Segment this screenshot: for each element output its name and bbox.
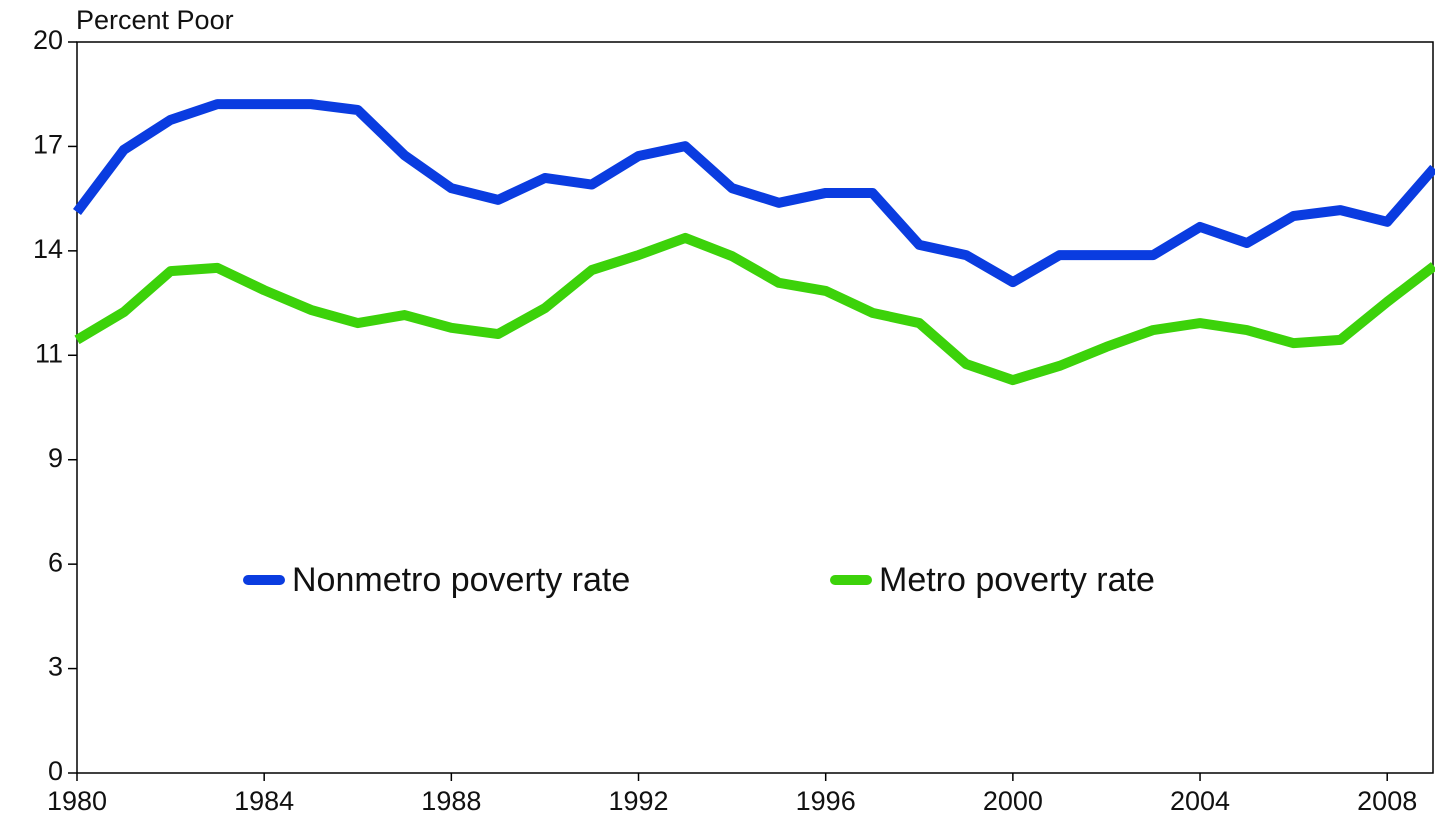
- x-tick-label: 1996: [796, 786, 856, 816]
- y-tick-label: 9: [48, 443, 63, 473]
- y-tick-label: 14: [33, 234, 63, 264]
- plot-frame: [76, 41, 1434, 774]
- y-tick-label: 0: [48, 756, 63, 786]
- series-line: [73, 99, 1435, 288]
- y-tick-label: 20: [33, 25, 63, 55]
- y-tick-label: 6: [48, 547, 63, 577]
- y-tick-label: 11: [35, 338, 63, 368]
- x-tick-label: 2000: [983, 786, 1043, 816]
- y-tick-label: 17: [33, 130, 63, 160]
- x-tick-label: 1992: [608, 786, 668, 816]
- x-tick-label: 1984: [234, 786, 294, 816]
- y-axis-label: Percent Poor: [76, 5, 234, 35]
- legend-label: Metro poverty rate: [879, 561, 1155, 599]
- x-tick-label: 2008: [1357, 786, 1417, 816]
- x-tick-label: 1980: [47, 786, 107, 816]
- legend-label: Nonmetro poverty rate: [292, 561, 630, 599]
- x-tick-label: 1988: [421, 786, 481, 816]
- y-tick-label: 3: [48, 652, 63, 682]
- x-tick-label: 2004: [1170, 786, 1230, 816]
- series-line: [74, 232, 1435, 386]
